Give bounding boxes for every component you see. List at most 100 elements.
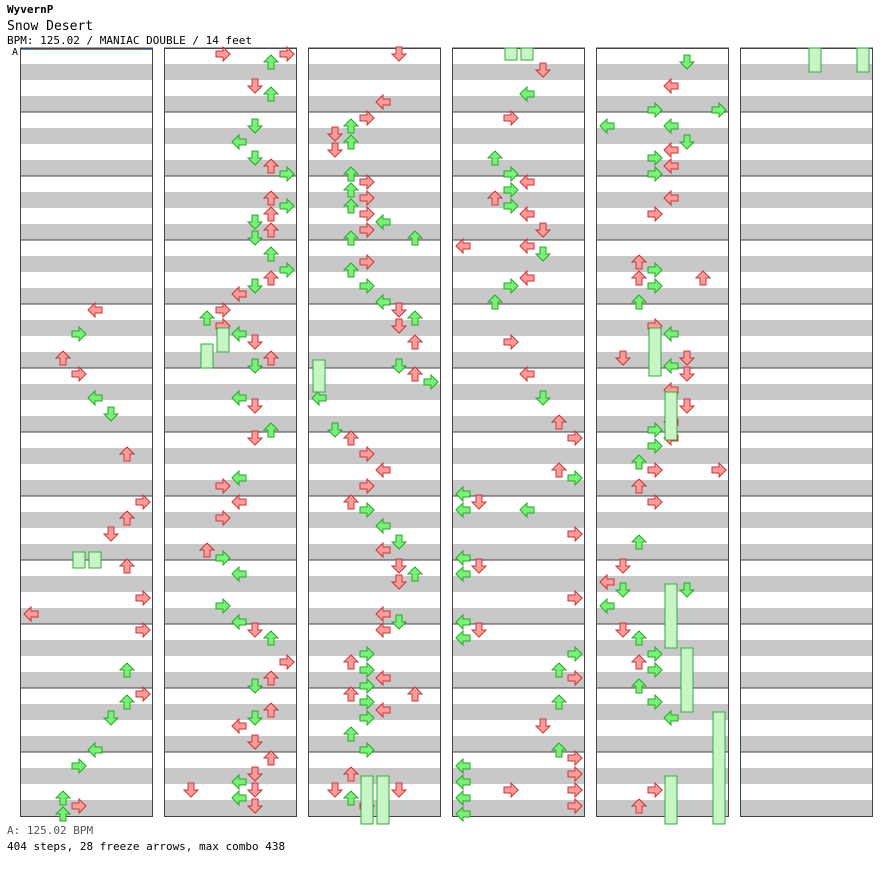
- step-arrow: [262, 54, 280, 70]
- beat-stripe: [740, 768, 873, 784]
- beat-stripe: [452, 192, 585, 208]
- beat-stripe: [308, 160, 441, 176]
- beat-stripe: [452, 256, 585, 272]
- step-arrow: [599, 117, 615, 135]
- beat-stripe: [20, 448, 153, 464]
- step-arrow: [359, 221, 375, 239]
- beat-stripe: [308, 800, 441, 816]
- beat-stripe: [308, 576, 441, 592]
- beat-stripe: [452, 448, 585, 464]
- beat-stripe: [164, 512, 297, 528]
- step-arrow: [231, 773, 247, 791]
- step-arrow: [663, 189, 679, 207]
- step-arrow: [359, 741, 375, 759]
- step-arrow: [630, 294, 648, 310]
- step-arrow: [519, 501, 535, 519]
- step-arrow: [630, 678, 648, 694]
- freeze-arrow: [216, 327, 230, 353]
- chart-column-border: [164, 48, 297, 817]
- step-arrow: [54, 350, 72, 366]
- beat-stripe: [452, 64, 585, 80]
- step-arrow: [375, 701, 391, 719]
- step-arrow: [279, 197, 295, 215]
- beat-stripe: [596, 576, 729, 592]
- beat-stripe: [740, 416, 873, 432]
- beat-stripe: [20, 160, 153, 176]
- beat-stripe: [20, 256, 153, 272]
- beat-stripe: [740, 672, 873, 688]
- step-arrow: [342, 430, 360, 446]
- step-arrow: [647, 421, 663, 439]
- step-arrow: [630, 454, 648, 470]
- step-arrow: [406, 686, 424, 702]
- step-arrow: [246, 734, 264, 750]
- beat-stripe: [20, 64, 153, 80]
- beat-stripe: [452, 128, 585, 144]
- step-arrow: [663, 357, 679, 375]
- beat-stripe: [596, 768, 729, 784]
- step-arrow: [262, 246, 280, 262]
- freeze-arrow: [200, 343, 214, 369]
- beat-stripe: [596, 320, 729, 336]
- step-arrow: [375, 293, 391, 311]
- step-arrow: [630, 654, 648, 670]
- step-arrow: [614, 350, 632, 366]
- step-arrow: [246, 710, 264, 726]
- step-arrow: [118, 510, 136, 526]
- beat-stripe: [740, 352, 873, 368]
- step-arrow: [567, 797, 583, 815]
- step-arrow: [118, 694, 136, 710]
- chart-column-border: [452, 48, 585, 817]
- beat-stripe: [164, 256, 297, 272]
- beat-stripe: [308, 448, 441, 464]
- step-arrow: [663, 77, 679, 95]
- step-arrow: [470, 558, 488, 574]
- step-arrow: [647, 437, 663, 455]
- step-arrow: [534, 62, 552, 78]
- beat-stripe: [596, 480, 729, 496]
- step-arrow: [359, 109, 375, 127]
- step-arrow: [231, 565, 247, 583]
- step-arrow: [246, 358, 264, 374]
- beat-stripe: [20, 576, 153, 592]
- step-arrow: [519, 85, 535, 103]
- beat-stripe: [308, 640, 441, 656]
- step-arrow: [550, 462, 568, 478]
- beat-stripe: [596, 224, 729, 240]
- chart-column-border: [308, 48, 441, 817]
- beat-stripe: [452, 320, 585, 336]
- step-arrow: [246, 622, 264, 638]
- beat-stripe: [596, 544, 729, 560]
- beat-stripe: [596, 608, 729, 624]
- beat-stripe: [452, 352, 585, 368]
- step-arrow: [342, 118, 360, 134]
- step-arrow: [375, 93, 391, 111]
- beat-stripe: [452, 512, 585, 528]
- beat-stripe: [452, 608, 585, 624]
- step-arrow: [647, 277, 663, 295]
- beat-stripe: [20, 384, 153, 400]
- beat-stripe: [20, 704, 153, 720]
- beat-stripe: [596, 736, 729, 752]
- beat-stripe: [164, 64, 297, 80]
- beat-stripe: [452, 96, 585, 112]
- step-arrow: [359, 477, 375, 495]
- step-arrow: [246, 150, 264, 166]
- step-arrow: [118, 558, 136, 574]
- step-arrow: [519, 173, 535, 191]
- step-arrow: [647, 693, 663, 711]
- step-arrow: [694, 270, 712, 286]
- step-arrow: [279, 653, 295, 671]
- step-arrow: [390, 574, 408, 590]
- beat-stripe: [308, 384, 441, 400]
- step-arrow: [262, 190, 280, 206]
- step-arrow: [647, 461, 663, 479]
- step-arrow: [342, 654, 360, 670]
- step-arrow: [71, 757, 87, 775]
- beat-stripe: [164, 320, 297, 336]
- beat-stripe: [308, 512, 441, 528]
- freeze-arrow: [808, 47, 822, 73]
- step-arrow: [375, 669, 391, 687]
- beat-stripe: [164, 800, 297, 816]
- step-arrow: [71, 365, 87, 383]
